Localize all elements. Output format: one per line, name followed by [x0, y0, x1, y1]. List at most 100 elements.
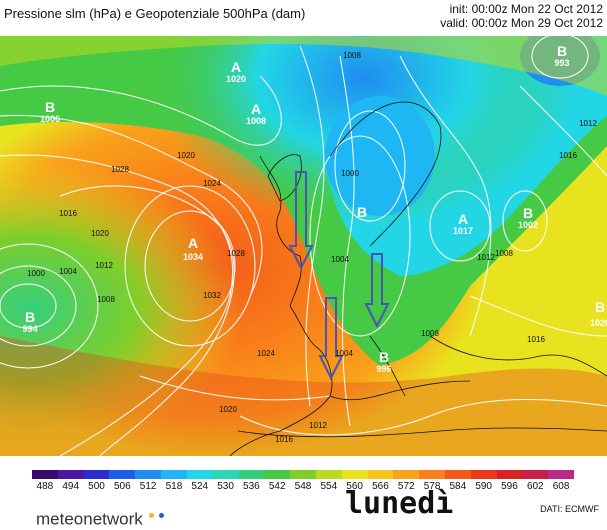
colorbar-tick-label: 560 — [346, 481, 363, 492]
isobar-label: 1028 — [111, 165, 129, 174]
colorbar-swatch — [341, 470, 368, 479]
flow-arrow — [288, 171, 314, 271]
isobar-label: 1008 — [495, 249, 513, 258]
center-value: 1020 — [226, 74, 246, 84]
colorbar-swatch — [238, 470, 265, 479]
coastlines — [229, 101, 607, 456]
isobar-label: 1024 — [203, 179, 221, 188]
run-info: init: 00:00z Mon 22 Oct 2012 valid: 00:0… — [440, 2, 603, 30]
isobar-label: 1000 — [27, 269, 45, 278]
colorbar-swatch — [212, 470, 239, 479]
center-value: 994 — [22, 324, 37, 334]
coastline-europe — [259, 155, 471, 401]
colorbar-swatch — [186, 470, 213, 479]
colorbar-tick-label: 590 — [475, 481, 492, 492]
isobar-label: 1016 — [59, 209, 77, 218]
isobar-ring — [124, 185, 256, 347]
isobar-label: 1012 — [477, 253, 495, 262]
colorbar-swatch — [135, 470, 162, 479]
colorbar-swatch — [83, 470, 110, 479]
isobar-label: 1016 — [559, 151, 577, 160]
isobar-label: 1032 — [203, 291, 221, 300]
isobar-line — [239, 398, 607, 436]
isobar-line — [0, 75, 282, 146]
colorbar-swatch — [419, 470, 445, 479]
isobar-line — [0, 115, 263, 297]
isobar-label: 1016 — [527, 335, 545, 344]
coastline-british-isles — [267, 154, 302, 202]
center-value: 996 — [376, 364, 391, 374]
center-letter: B — [557, 43, 567, 59]
colorbar-swatch — [470, 470, 497, 479]
coastline-iberia — [229, 395, 331, 456]
colorbar-tick-label: 506 — [113, 481, 131, 492]
geopotential-colorbar — [32, 470, 575, 479]
center-value: 1017 — [453, 226, 473, 236]
colorbar-swatch — [445, 470, 471, 479]
colorbar-tick-label: 512 — [139, 481, 157, 492]
isobar-label: 1012 — [309, 421, 327, 430]
center-letter: B — [523, 205, 533, 221]
colorbar-tick-label: 494 — [62, 481, 80, 492]
colorbar-tick-label: 554 — [320, 481, 338, 492]
isobar-ring — [429, 190, 491, 262]
isobar-label: 1000 — [341, 169, 359, 178]
brand-dot-icon — [159, 513, 165, 518]
center-letter: B — [379, 349, 389, 365]
flow-arrow — [364, 253, 390, 329]
colorbar-tick-label: 608 — [552, 481, 570, 492]
isobar-ring — [144, 210, 236, 322]
colorbar-tick-label: 536 — [243, 481, 260, 492]
isobar-line — [399, 55, 492, 337]
isobar-label: 1028 — [227, 249, 245, 258]
isobar-line — [299, 45, 325, 407]
isobar-label: 1020 — [91, 229, 109, 238]
isobar-line — [59, 185, 235, 456]
brand-dots-icon — [148, 503, 165, 523]
colorbar-swatch — [315, 470, 342, 479]
center-value: 1034 — [183, 252, 203, 262]
center-letter: A — [458, 211, 468, 227]
day-label: lunedì — [345, 486, 454, 521]
isobar-label: 1008 — [421, 329, 439, 338]
colorbar-swatch — [264, 470, 291, 479]
isobar-ring — [531, 36, 589, 79]
colorbar-swatch — [496, 470, 523, 479]
colorbar-tick-label: 548 — [294, 481, 312, 492]
center-value: 1008 — [246, 116, 266, 126]
colorbar-tick-label: 500 — [88, 481, 105, 492]
colorbar-swatch — [522, 470, 549, 479]
colorbar-swatch — [548, 470, 575, 479]
isobar-ring — [0, 283, 57, 329]
data-source: DATI: ECMWF — [540, 504, 599, 514]
brand-dot-icon — [148, 513, 154, 518]
center-letter: A — [251, 101, 261, 117]
center-letter: B — [357, 204, 367, 220]
valid-time: valid: 00:00z Mon 29 Oct 2012 — [440, 16, 603, 30]
colorbar-swatch — [161, 470, 187, 479]
center-value: 1002 — [518, 220, 538, 230]
coastline-africa — [237, 427, 607, 438]
colorbar-tick-label: 584 — [449, 481, 467, 492]
flow-arrow — [318, 297, 344, 381]
isobar-label: 1008 — [343, 51, 361, 60]
coastline-italy — [369, 335, 406, 397]
isobar-ring — [0, 243, 99, 369]
brand-name: meteonetwork — [36, 509, 143, 529]
isobars — [0, 36, 607, 456]
isobar-label: 1008 — [97, 295, 115, 304]
center-letter: B — [25, 309, 35, 325]
flow-arrows — [288, 171, 390, 381]
colorbar-tick-label: 578 — [423, 481, 441, 492]
colorbar-tick-label: 602 — [526, 481, 544, 492]
isobar-label: 1020 — [219, 405, 237, 414]
isobar-line — [519, 85, 607, 177]
isobar-line — [0, 154, 233, 456]
pressure-centers: A 1020 A 1034 A 1017 A 1008 B 994 B 993 … — [22, 43, 607, 374]
center-letter: A — [188, 235, 198, 251]
isobar-ring — [309, 135, 411, 337]
atlantic-low-field — [0, 36, 607, 456]
colorbar-ticks: 488 494 500 506 512 518 524 530 536 542 548 554 560 5… — [32, 481, 574, 493]
center-value: 1020 — [590, 318, 607, 328]
isobar-label: 1016 — [275, 435, 293, 444]
